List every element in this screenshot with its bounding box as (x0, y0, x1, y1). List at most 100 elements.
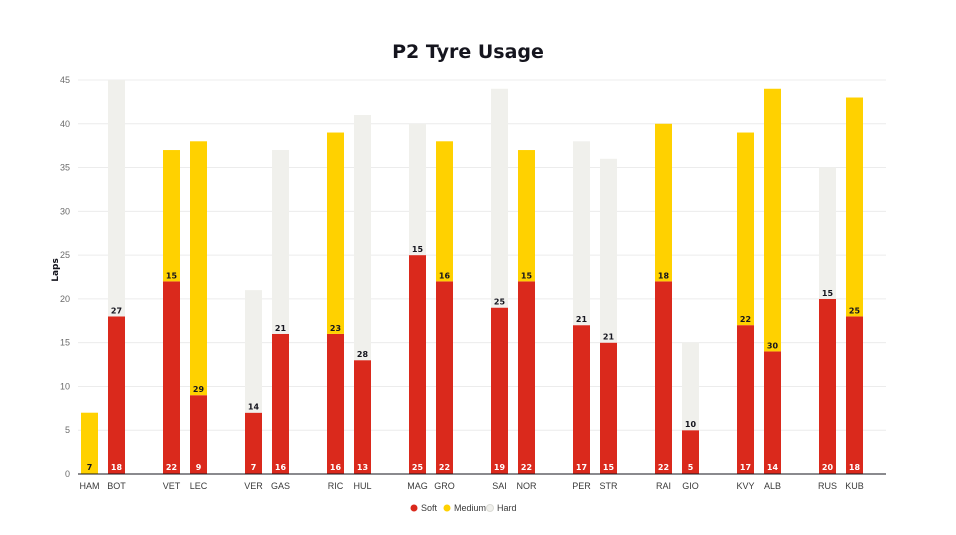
data-label: 28 (357, 350, 369, 359)
x-tick-label: ALB (764, 481, 781, 491)
legend-swatch-medium (443, 504, 451, 512)
x-tick-label: MAG (407, 481, 428, 491)
data-label: 5 (688, 463, 694, 472)
y-tick-label: 45 (60, 75, 70, 85)
y-axis-ticks: 0 5 10 15 20 25 30 35 40 45 (60, 75, 70, 479)
data-label: 15 (412, 245, 424, 254)
bar-segment-soft (163, 281, 180, 474)
data-label: 22 (740, 315, 751, 324)
x-tick-label: RAI (656, 481, 671, 491)
x-tick-label: GRO (434, 481, 455, 491)
data-label: 17 (740, 463, 751, 472)
y-tick-label: 5 (65, 425, 70, 435)
x-tick-label: BOT (107, 481, 126, 491)
x-tick-label: GAS (271, 481, 290, 491)
legend-label-medium: Medium (454, 503, 486, 513)
x-tick-label: LEC (190, 481, 208, 491)
y-tick-label: 20 (60, 294, 70, 304)
bar-segment-medium (655, 123, 672, 282)
data-label: 22 (439, 463, 450, 472)
data-label: 15 (521, 271, 533, 280)
y-tick-label: 25 (60, 250, 70, 260)
bar-segment-soft (573, 325, 590, 474)
bar-segment-soft (737, 325, 754, 474)
data-label: 17 (576, 463, 587, 472)
bar-segment-soft (245, 412, 262, 474)
x-tick-label: SAI (492, 481, 507, 491)
legend-label-soft: Soft (421, 503, 438, 513)
y-tick-label: 0 (65, 469, 70, 479)
y-tick-label: 15 (60, 338, 70, 348)
data-labels: 7 18 27 22 15 9 29 7 14 16 21 16 23 13 28 25 15 22 16 19 25 2… (87, 245, 861, 472)
data-label: 10 (685, 420, 697, 429)
bar-segment-hard (682, 342, 699, 431)
y-axis-label: Laps (51, 258, 61, 282)
data-label: 16 (439, 271, 451, 280)
data-label: 13 (357, 463, 368, 472)
data-label: 25 (412, 463, 424, 472)
bar-segment-soft (327, 333, 344, 474)
bar-segment-soft (190, 395, 207, 474)
x-tick-label: VET (163, 481, 181, 491)
data-label: 14 (248, 403, 260, 412)
y-tick-label: 10 (60, 381, 70, 391)
data-label: 20 (822, 463, 834, 472)
x-tick-label: KVY (736, 481, 754, 491)
bar-segment-soft (272, 333, 289, 474)
data-label: 21 (275, 324, 287, 333)
bar-segment-soft (518, 281, 535, 474)
bar-segment-soft (354, 360, 371, 474)
x-tick-label: RIC (328, 481, 344, 491)
data-label: 25 (849, 306, 861, 315)
data-label: 22 (658, 463, 669, 472)
data-label: 16 (275, 463, 287, 472)
x-tick-label: HUL (353, 481, 371, 491)
bar-segment-hard (819, 167, 836, 299)
data-label: 14 (767, 463, 779, 472)
bars (81, 80, 863, 474)
x-tick-label: KUB (845, 481, 864, 491)
bar-segment-soft (108, 316, 125, 474)
bar-segment-medium (846, 97, 863, 317)
bar-segment-soft (655, 281, 672, 474)
data-label: 7 (251, 463, 257, 472)
data-label: 19 (494, 463, 506, 472)
data-label: 15 (166, 271, 178, 280)
data-label: 22 (521, 463, 532, 472)
data-label: 15 (822, 289, 834, 298)
x-tick-label: NOR (517, 481, 538, 491)
x-axis-ticks: HAM BOT VET LEC VER GAS RIC HUL MAG GRO SAI NOR PER S… (80, 481, 864, 491)
legend-swatch-hard (486, 504, 494, 512)
bar-segment-soft (846, 316, 863, 474)
bar-segment-medium (518, 150, 535, 282)
bar-segment-soft (436, 281, 453, 474)
bar-segment-medium (737, 132, 754, 326)
bar-segment-hard (272, 150, 289, 334)
bar-segment-medium (436, 141, 453, 282)
bar-segment-medium (190, 141, 207, 396)
legend-label-hard: Hard (497, 503, 517, 513)
data-label: 7 (87, 463, 93, 472)
x-tick-label: GIO (682, 481, 699, 491)
legend: Soft Medium Hard (410, 503, 517, 513)
y-tick-label: 30 (60, 206, 70, 216)
data-label: 29 (193, 385, 205, 394)
chart-title: P2 Tyre Usage (392, 41, 544, 63)
data-label: 16 (330, 463, 342, 472)
bar-segment-medium (81, 412, 98, 474)
bar-segment-hard (600, 158, 617, 343)
data-label: 18 (658, 271, 670, 280)
x-tick-label: STR (600, 481, 619, 491)
bar-segment-hard (491, 88, 508, 308)
x-tick-label: VER (244, 481, 263, 491)
gridlines (78, 79, 886, 431)
data-label: 9 (196, 463, 202, 472)
data-label: 21 (576, 315, 588, 324)
bar-segment-medium (764, 88, 781, 352)
x-tick-label: HAM (80, 481, 100, 491)
bar-segment-hard (573, 141, 590, 326)
bar-segment-soft (409, 255, 426, 474)
data-label: 18 (111, 463, 123, 472)
bar-segment-hard (409, 123, 426, 256)
data-label: 21 (603, 333, 615, 342)
